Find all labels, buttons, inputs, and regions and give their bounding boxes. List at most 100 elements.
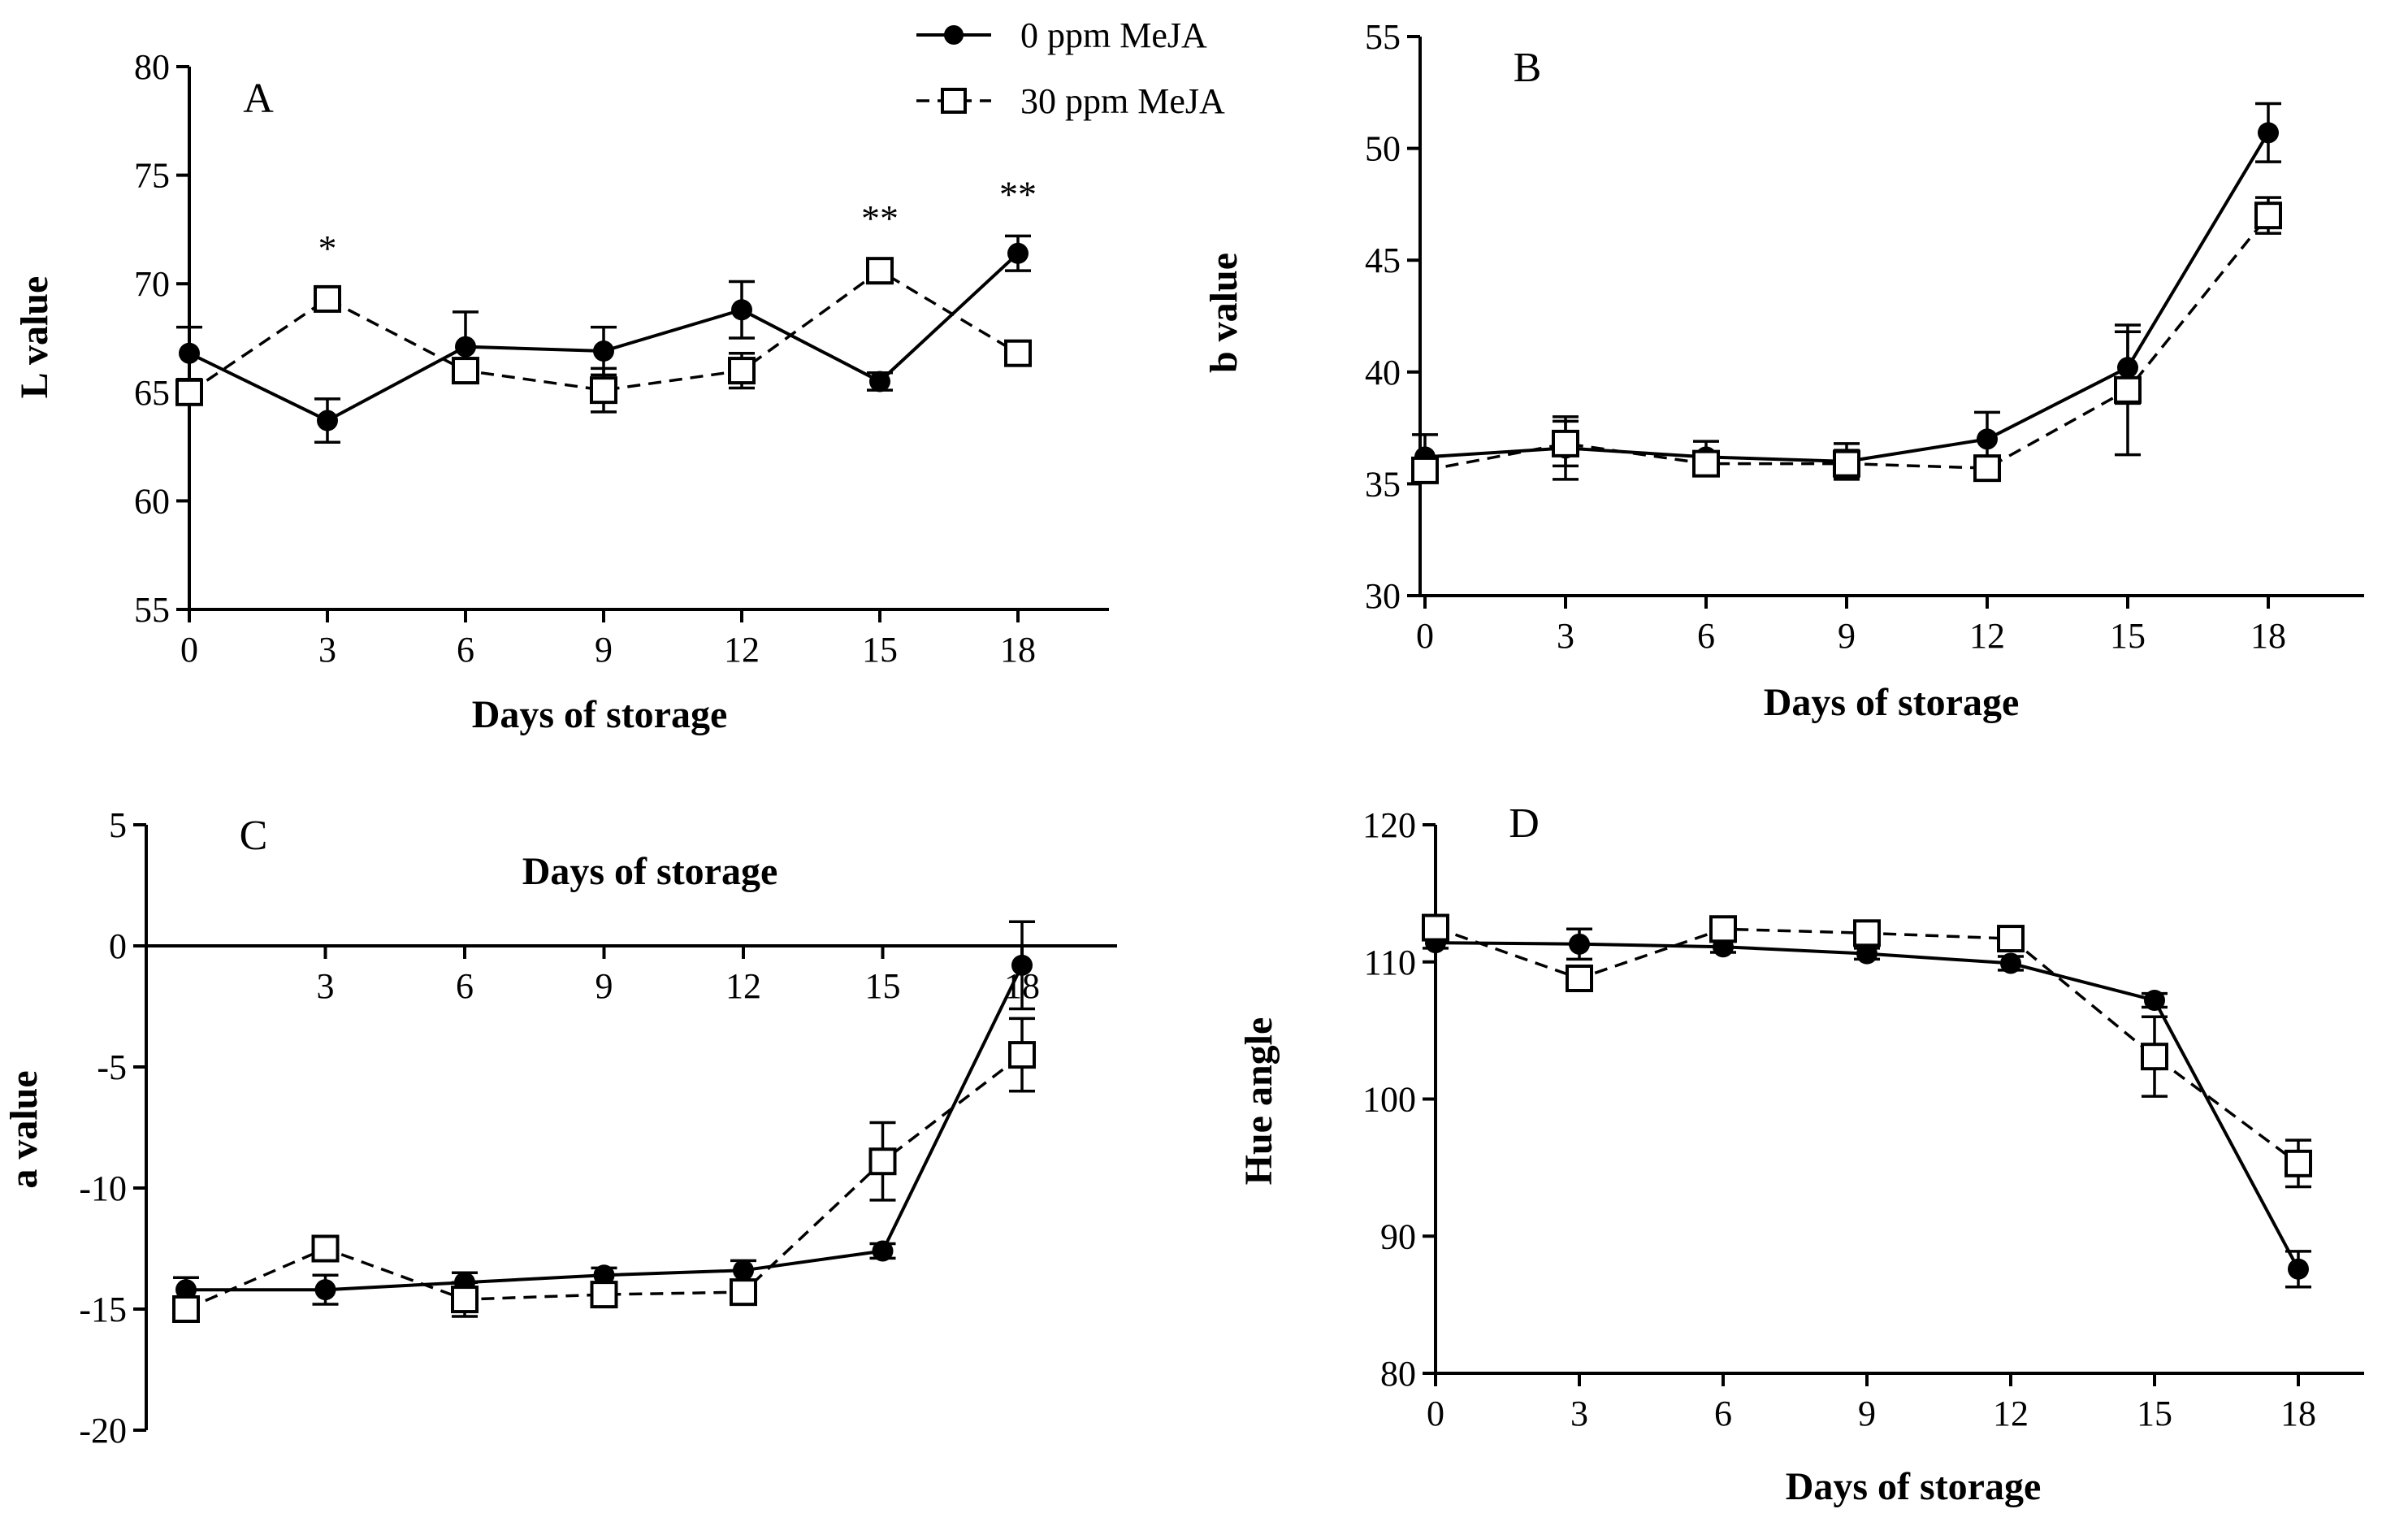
data-point-filled-circle <box>593 1264 615 1286</box>
data-point-filled-circle <box>455 336 476 358</box>
x-axis-title: Days of storage <box>1764 681 2020 724</box>
data-point-open-square <box>730 1278 757 1307</box>
x-tick-label: 12 <box>1993 1394 2029 1433</box>
significance-mark: ** <box>999 173 1037 215</box>
data-point-open-square <box>452 357 479 385</box>
y-tick-label: 70 <box>134 264 170 304</box>
y-tick-label: 110 <box>1364 943 1416 982</box>
data-point-open-square <box>2141 1043 2168 1071</box>
series-line-solid <box>1424 132 2270 463</box>
y-axis-title: L value <box>13 276 56 399</box>
significance-mark: ** <box>861 197 899 239</box>
data-point-open-square <box>2114 375 2142 404</box>
x-tick-label: 0 <box>1416 616 1434 656</box>
y-tick-label: 60 <box>134 481 170 521</box>
data-point-filled-circle <box>317 410 338 431</box>
data-point-open-square <box>1997 925 2025 953</box>
series-30ppm <box>175 257 1032 414</box>
y-tick-label: 5 <box>109 805 127 845</box>
x-tick-label: 12 <box>1969 616 2005 656</box>
legend-entry-30ppm: 30 ppm MeJA <box>916 81 1225 121</box>
data-point-filled-circle <box>2000 952 2021 974</box>
data-point-open-square <box>1709 915 1737 943</box>
y-tick-label: 35 <box>1365 464 1401 504</box>
data-point-open-square <box>868 1147 897 1176</box>
x-tick-label: 3 <box>1570 1394 1588 1433</box>
data-point-filled-circle <box>179 342 200 364</box>
y-tick-label: 55 <box>1365 17 1401 57</box>
data-point-open-square <box>2254 202 2282 230</box>
x-tick-label: 9 <box>595 630 613 670</box>
data-point-open-square <box>1422 913 1449 942</box>
series-30ppm <box>1411 196 2282 484</box>
data-point-filled-circle <box>1011 954 1033 976</box>
y-tick-label: 90 <box>1380 1216 1416 1256</box>
x-tick-label: 6 <box>1697 616 1715 656</box>
data-point-open-square <box>1552 429 1579 457</box>
y-tick-label: -5 <box>97 1047 127 1087</box>
data-point-open-square <box>1973 454 2001 483</box>
data-point-open-square <box>172 1295 200 1323</box>
panel-label: A <box>243 76 274 122</box>
x-axis-title: Days of storage <box>1786 1465 2042 1508</box>
legend-entry-0ppm: 0 ppm MeJA <box>916 15 1207 55</box>
x-tick-label: 6 <box>1714 1394 1732 1433</box>
x-tick-label: 18 <box>1000 630 1036 670</box>
legend-label-0ppm: 0 ppm MeJA <box>1020 15 1207 55</box>
data-point-open-square <box>728 357 756 385</box>
data-point-open-square <box>1004 339 1032 367</box>
x-tick-label: 18 <box>2250 616 2286 656</box>
data-point-filled-circle <box>869 371 890 392</box>
y-tick-label: -15 <box>79 1290 127 1329</box>
data-point-open-square <box>1833 449 1860 478</box>
x-tick-label: 6 <box>457 630 474 670</box>
data-point-open-square <box>314 284 341 313</box>
x-tick-label: 9 <box>596 966 613 1006</box>
y-tick-label: -10 <box>79 1169 127 1208</box>
data-point-filled-circle <box>2258 122 2279 144</box>
x-tick-label: 12 <box>725 966 761 1006</box>
data-point-filled-circle <box>1007 242 1029 264</box>
y-axis-title: a value <box>2 1070 45 1188</box>
data-point-open-square <box>1566 965 1593 992</box>
y-axis-title: Hue angle <box>1237 1017 1280 1186</box>
series-line-solid <box>186 964 1024 1292</box>
series-0ppm <box>1423 927 2311 1289</box>
y-tick-label: 75 <box>134 156 170 196</box>
panel-label: C <box>240 813 268 859</box>
data-point-filled-circle <box>314 1279 336 1301</box>
data-point-open-square <box>175 378 203 406</box>
panel-label: D <box>1509 800 1540 847</box>
data-point-filled-circle <box>1569 933 1590 955</box>
x-tick-label: 3 <box>317 966 335 1006</box>
y-tick-label: 80 <box>134 47 170 87</box>
series-30ppm <box>1422 913 2312 1189</box>
x-axis-title: Days of storage <box>522 850 778 893</box>
y-tick-label: 55 <box>134 590 170 630</box>
x-tick-label: 9 <box>1838 616 1856 656</box>
legend-marker-open-square <box>941 88 967 114</box>
panel-label: B <box>1514 45 1542 91</box>
x-tick-label: 3 <box>318 630 336 670</box>
data-point-filled-circle <box>2288 1258 2309 1280</box>
series-0ppm <box>1412 102 2281 481</box>
y-tick-label: 65 <box>134 373 170 413</box>
data-point-filled-circle <box>175 1279 197 1301</box>
x-tick-label: 0 <box>180 630 198 670</box>
data-point-open-square <box>2285 1149 2312 1177</box>
panel-d: 80 90 100 110 120 0 3 6 9 12 15 18 Days of storage Hu… <box>1237 800 2364 1508</box>
data-point-open-square <box>1008 1041 1036 1069</box>
data-point-open-square <box>1853 919 1881 947</box>
y-tick-label: 30 <box>1365 576 1401 616</box>
y-tick-label: 100 <box>1362 1080 1416 1120</box>
legend: 0 ppm MeJA 30 ppm MeJA <box>916 15 1225 121</box>
data-point-open-square <box>590 376 617 405</box>
x-tick-label: 0 <box>1427 1394 1444 1433</box>
data-point-filled-circle <box>731 299 752 321</box>
x-tick-label: 6 <box>456 966 474 1006</box>
legend-marker-filled-circle <box>944 25 964 45</box>
panel-b: 30 35 40 45 50 55 0 3 6 9 12 15 18 Days of storage b v… <box>1202 17 2364 724</box>
panel-a: 55 60 65 70 75 80 0 3 6 9 12 15 18 Days of storage L v… <box>13 47 1109 736</box>
